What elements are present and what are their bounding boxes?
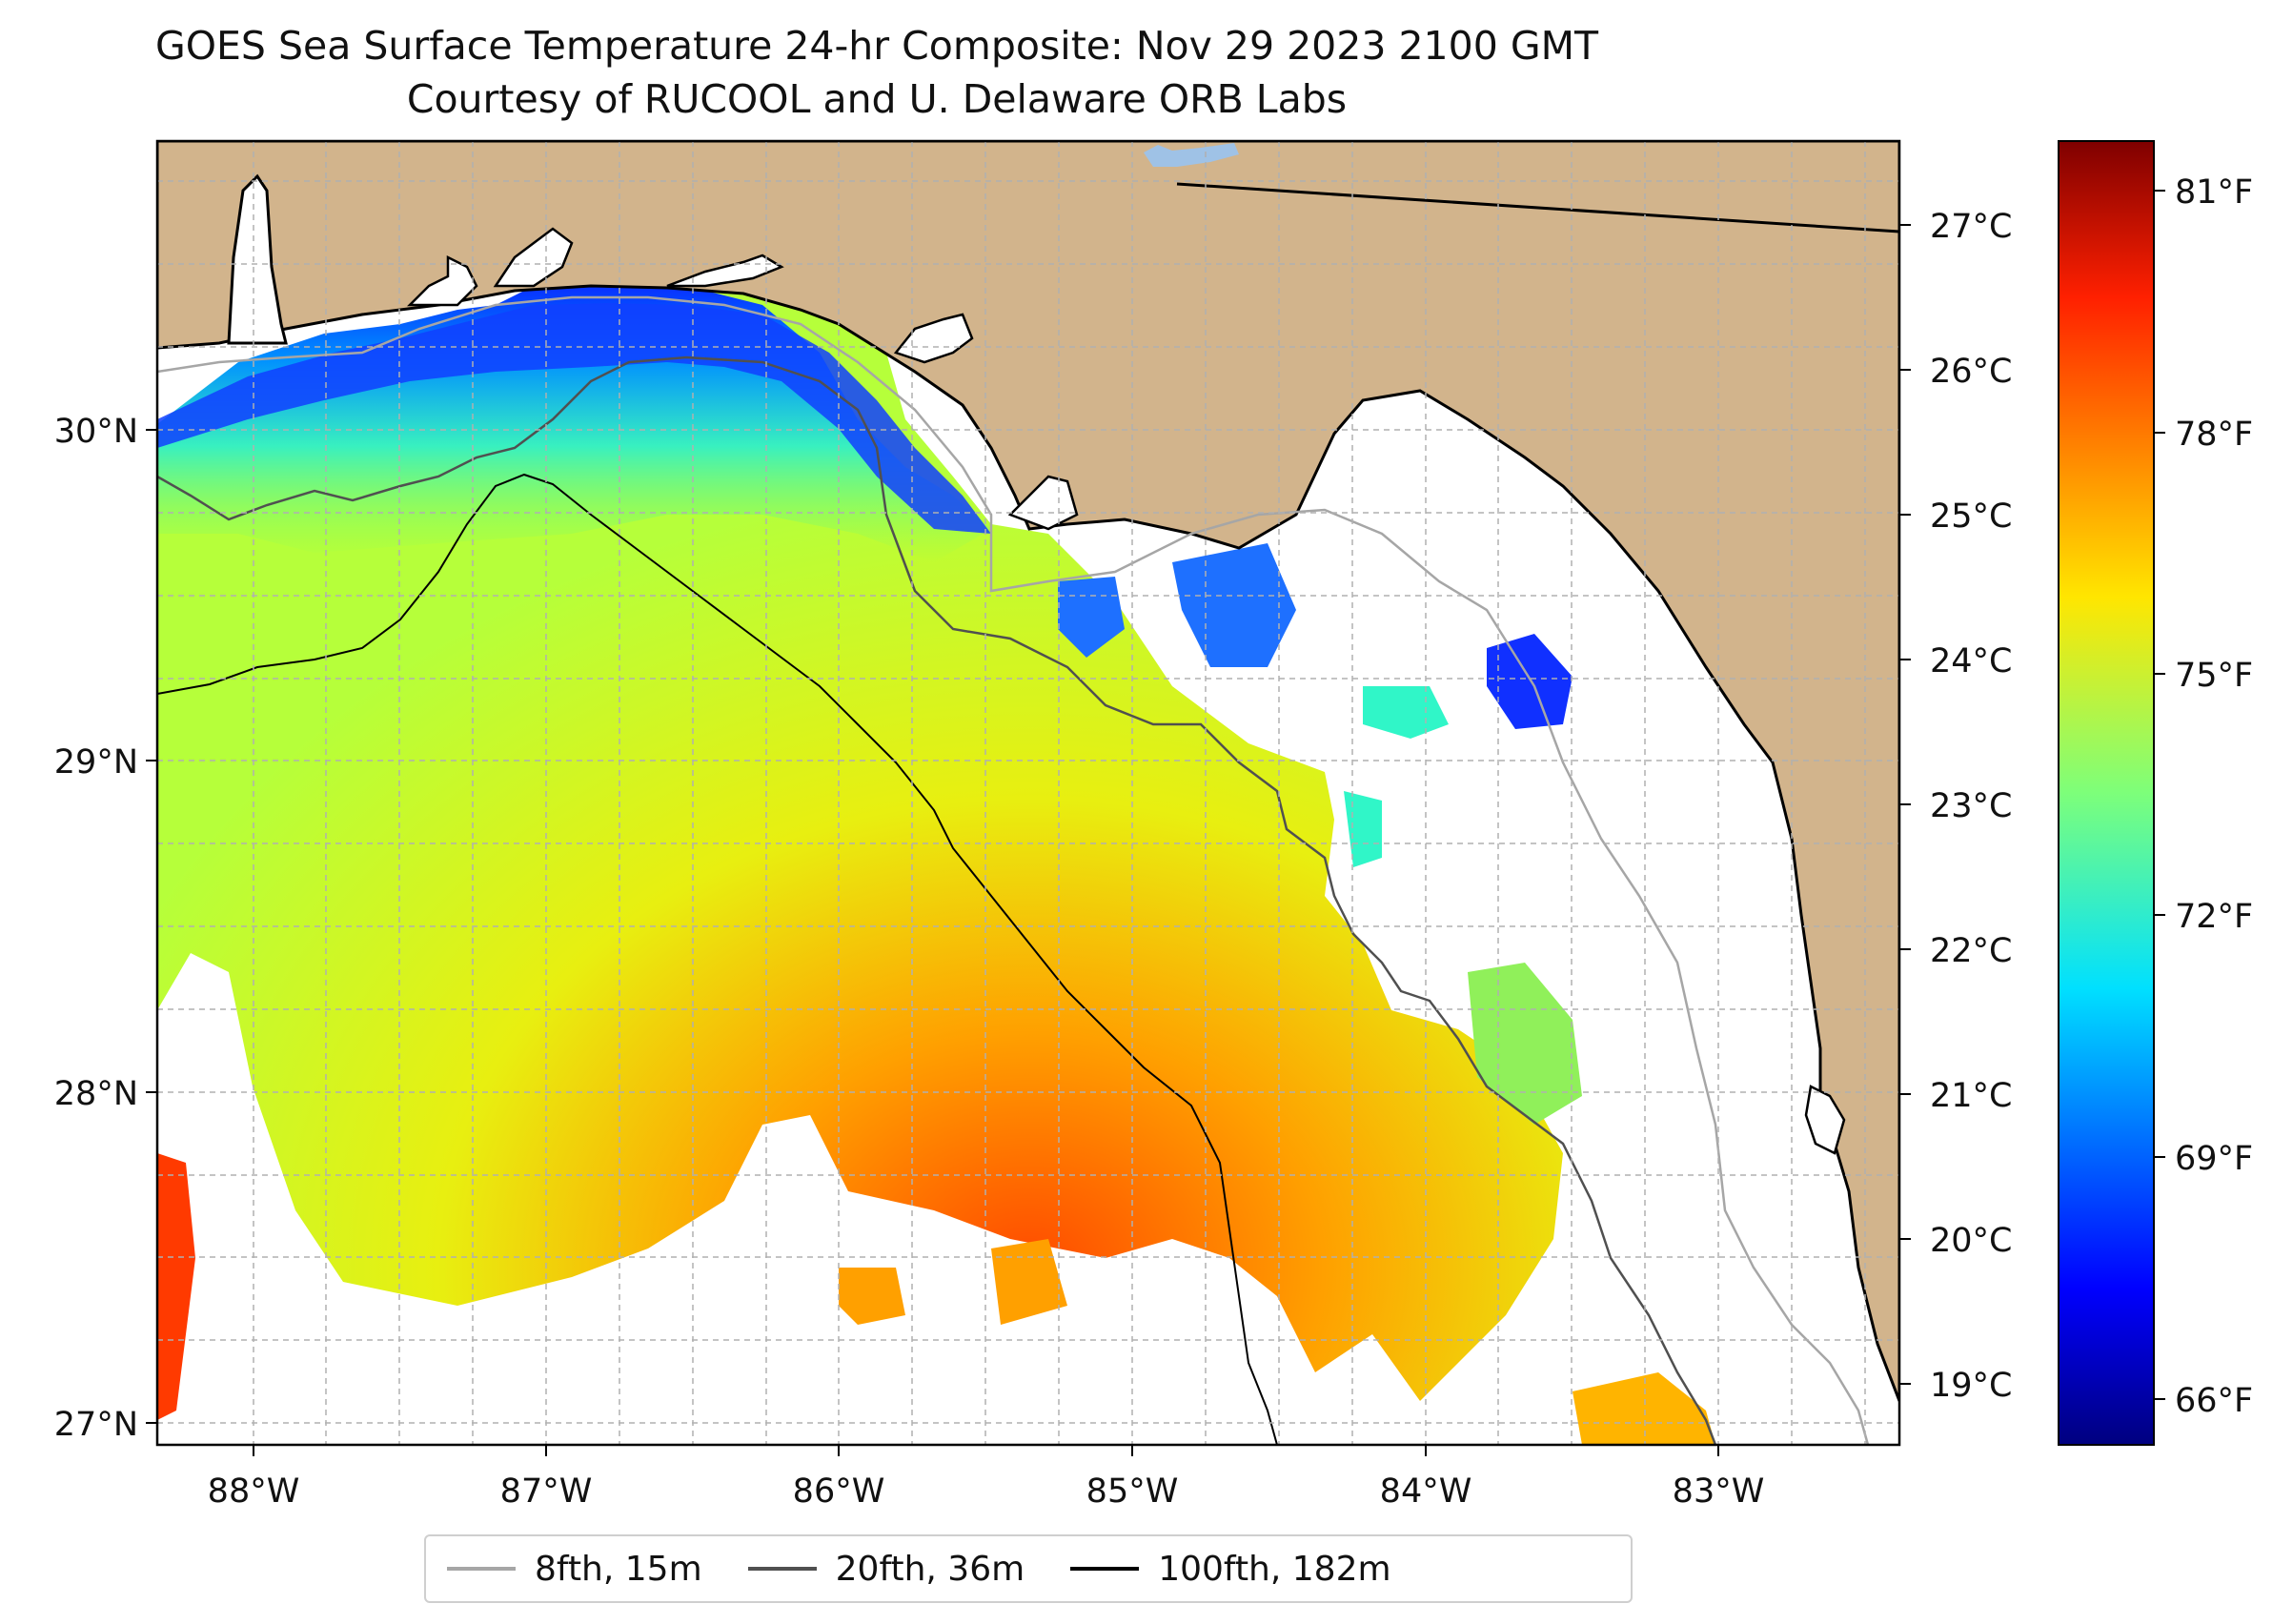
map-area bbox=[157, 141, 1899, 1445]
legend-item-8fth: 8fth, 15m bbox=[447, 1550, 702, 1589]
tampa-bay-inlet bbox=[1804, 1085, 1846, 1155]
isobath-8fth bbox=[157, 295, 1870, 1445]
lat-tick-label: 27°N bbox=[54, 1406, 138, 1444]
celsius-tick-label: 24°C bbox=[1930, 642, 2012, 680]
sst-west-edge-patch bbox=[157, 1153, 195, 1420]
pensacola-bay-inlet bbox=[406, 227, 574, 307]
lon-tick-label: 84°W bbox=[1380, 1472, 1472, 1511]
land-panhandle bbox=[157, 141, 1899, 1402]
celsius-tick-label: 23°C bbox=[1930, 787, 2012, 825]
lon-tick-label: 86°W bbox=[793, 1472, 885, 1511]
st-andrew-bay-inlet bbox=[893, 313, 974, 364]
fahrenheit-axis-ticks bbox=[2154, 190, 2165, 1400]
map-title: GOES Sea Surface Temperature 24-hr Compo… bbox=[154, 23, 1599, 69]
legend-swatch bbox=[447, 1567, 516, 1571]
sst-blue-patch-bays bbox=[1058, 543, 1296, 667]
celsius-tick-label: 25°C bbox=[1930, 497, 2012, 536]
gridlines bbox=[157, 141, 1899, 1445]
lat-tick-label: 28°N bbox=[54, 1075, 138, 1113]
sst-blue-patch-bigbend bbox=[1487, 634, 1573, 729]
celsius-tick-label: 27°C bbox=[1930, 208, 2012, 246]
axis-ticks bbox=[146, 429, 1719, 1456]
lat-tick-label: 29°N bbox=[54, 743, 138, 782]
fahrenheit-tick-label: 78°F bbox=[2175, 416, 2253, 454]
lon-tick-label: 83°W bbox=[1673, 1472, 1765, 1511]
fahrenheit-tick-label: 72°F bbox=[2175, 898, 2253, 936]
sst-green-patch bbox=[1468, 963, 1582, 1125]
lon-tick-label: 88°W bbox=[208, 1472, 300, 1511]
legend-item-20fth: 20fth, 36m bbox=[747, 1549, 1025, 1589]
lake-seminole bbox=[1144, 143, 1239, 167]
legend-swatch bbox=[747, 1567, 817, 1571]
map-subtitle: Courtesy of RUCOOL and U. Delaware ORB L… bbox=[406, 76, 1348, 122]
lat-tick-label: 30°N bbox=[54, 413, 138, 451]
legend-label: 100fth, 182m bbox=[1158, 1549, 1391, 1589]
sst-cyan-patch bbox=[1344, 686, 1449, 867]
fahrenheit-tick-label: 66°F bbox=[2175, 1382, 2253, 1420]
celsius-tick-label: 21°C bbox=[1930, 1077, 2012, 1115]
celsius-tick-label: 26°C bbox=[1930, 353, 2012, 391]
map-frame bbox=[155, 139, 1901, 1447]
celsius-axis-ticks bbox=[1899, 224, 1911, 1385]
fahrenheit-tick-label: 75°F bbox=[2175, 657, 2253, 695]
legend-label: 8fth, 15m bbox=[535, 1549, 702, 1589]
lon-tick-label: 87°W bbox=[500, 1472, 593, 1511]
celsius-tick-label: 22°C bbox=[1930, 932, 2012, 970]
legend-item-100fth: 100fth, 182m bbox=[1070, 1549, 1391, 1589]
state-border-line bbox=[1176, 182, 1899, 233]
isobath-legend: 8fth, 15m 20fth, 36m 100fth, 182m bbox=[424, 1534, 1633, 1603]
celsius-tick-label: 19°C bbox=[1930, 1367, 2012, 1405]
lon-tick-label: 85°W bbox=[1086, 1472, 1179, 1511]
choctawhatchee-bay-inlet bbox=[666, 254, 784, 288]
fahrenheit-tick-label: 69°F bbox=[2175, 1140, 2253, 1178]
legend-swatch bbox=[1070, 1567, 1140, 1571]
sst-southeast-patch bbox=[1573, 1372, 1715, 1445]
legend-label: 20fth, 36m bbox=[835, 1549, 1025, 1589]
colorbar bbox=[2058, 140, 2155, 1446]
isobath-20fth bbox=[157, 355, 1717, 1445]
sst-offshore-south-patch bbox=[839, 1239, 1067, 1325]
mobile-bay-inlet bbox=[227, 173, 288, 345]
sst-blue-band bbox=[157, 303, 991, 534]
apalachicola-bay-inlet bbox=[1007, 475, 1079, 531]
celsius-tick-label: 20°C bbox=[1930, 1222, 2012, 1260]
fahrenheit-tick-label: 81°F bbox=[2175, 173, 2253, 212]
